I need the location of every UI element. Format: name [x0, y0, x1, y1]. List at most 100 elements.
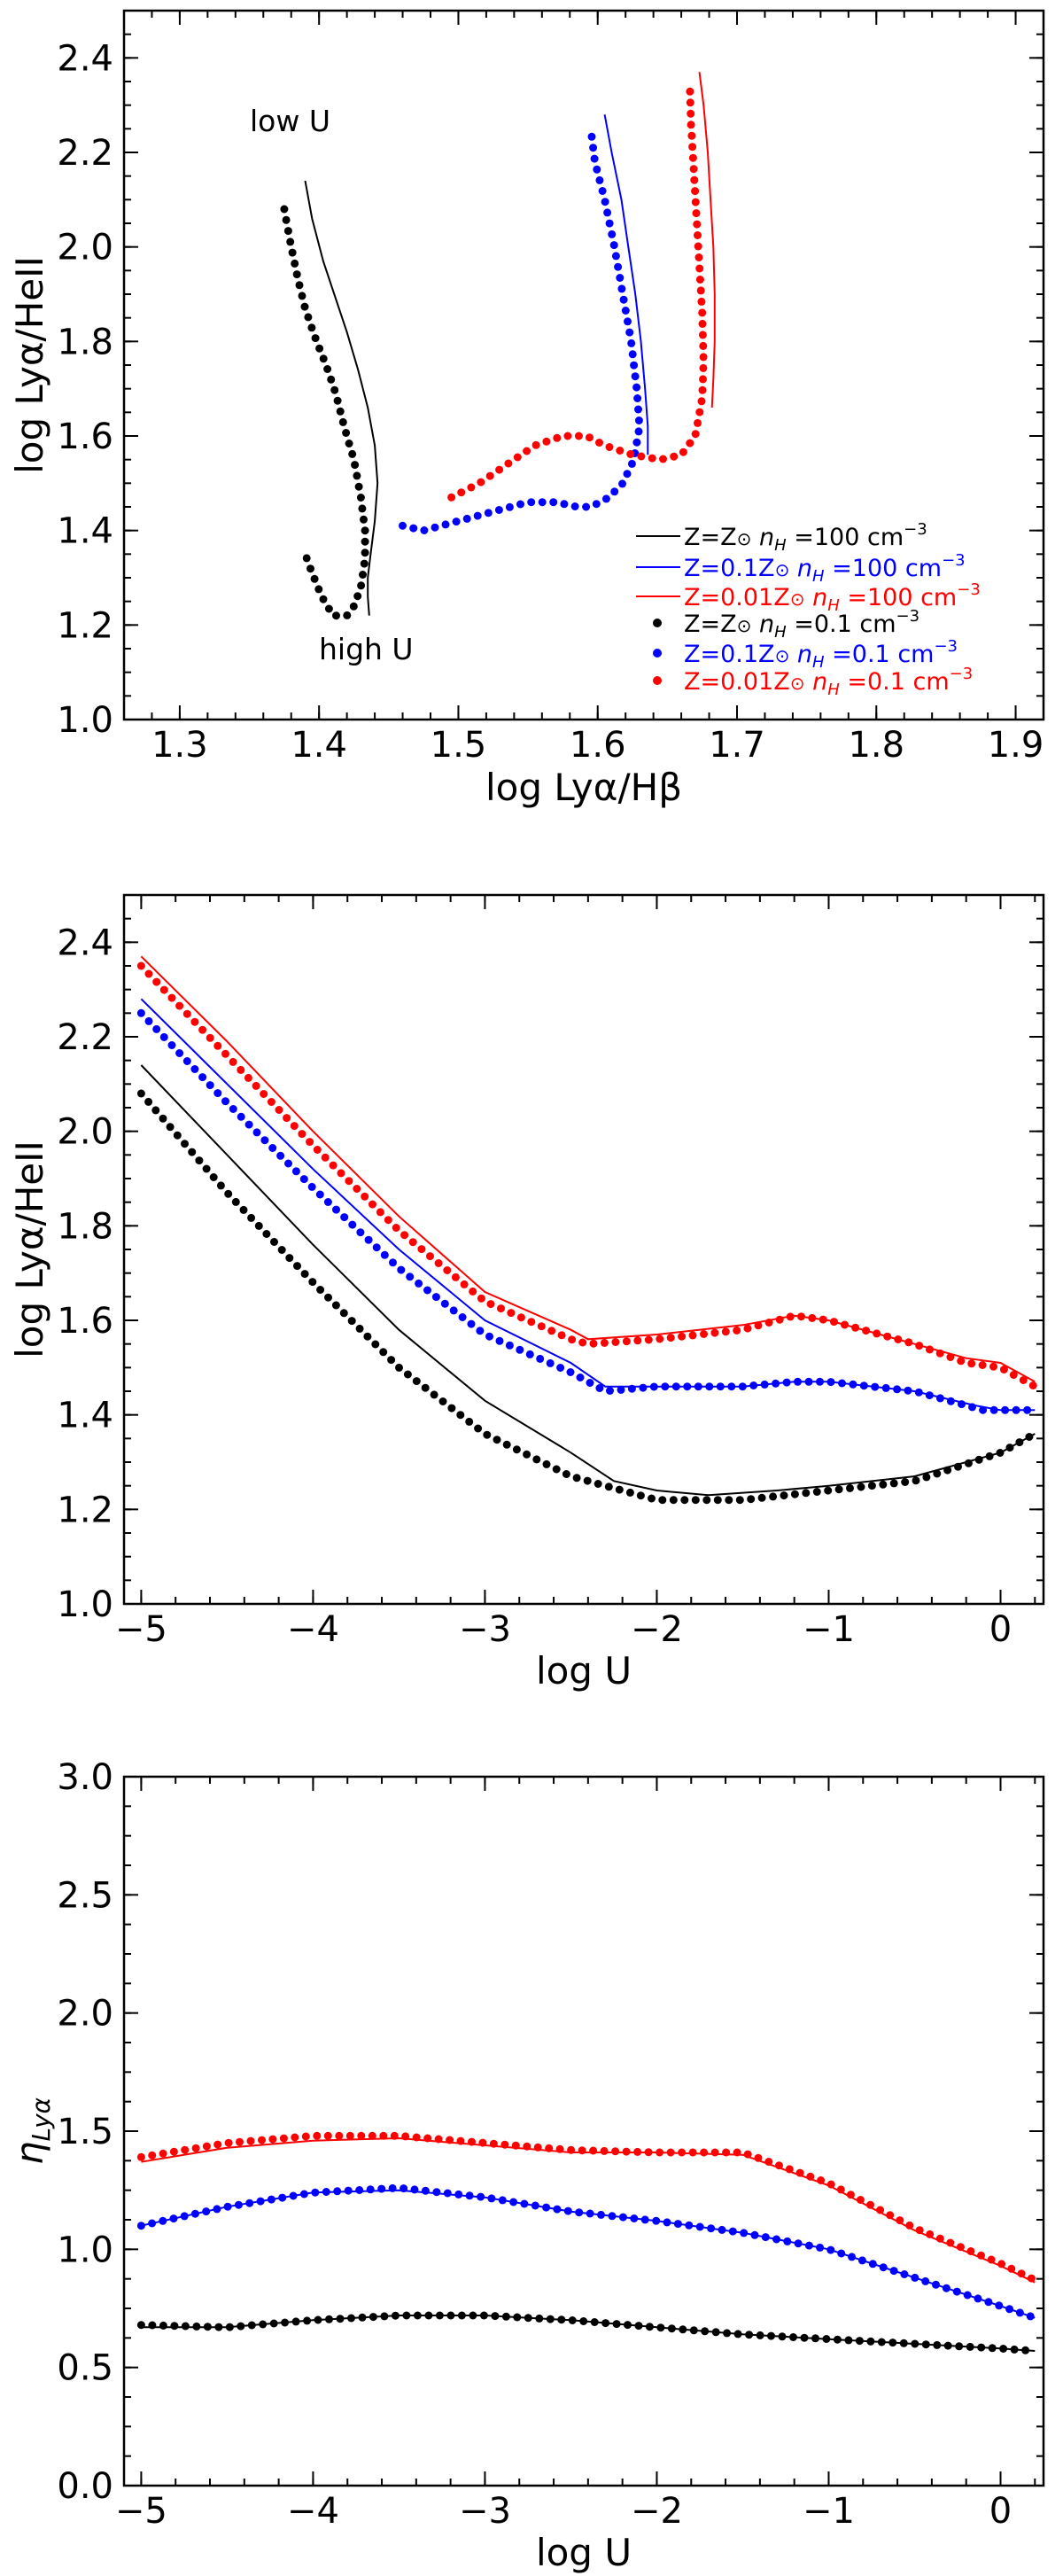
data-point	[606, 1387, 614, 1395]
data-point	[441, 520, 450, 529]
data-point	[224, 1189, 233, 1198]
data-point	[978, 1361, 987, 1369]
data-point	[772, 1379, 780, 1388]
data-point	[338, 417, 347, 426]
data-point	[311, 334, 320, 343]
series-layer	[136, 2131, 1036, 2354]
data-point	[666, 1334, 675, 1342]
data-point	[634, 2322, 643, 2331]
data-point	[412, 1377, 421, 1386]
data-point	[1010, 2345, 1019, 2354]
y-tick-label: 2.2	[57, 133, 113, 174]
data-point	[921, 2340, 930, 2349]
data-point	[695, 2222, 704, 2231]
data-point	[899, 2339, 908, 2347]
data-point	[313, 1146, 322, 1154]
data-point	[619, 295, 628, 304]
data-point	[379, 2131, 388, 2140]
data-point	[505, 502, 514, 511]
data-point	[420, 526, 429, 534]
data-point	[507, 1309, 516, 1318]
data-point	[136, 2152, 145, 2161]
data-point	[600, 1338, 609, 1347]
data-point	[590, 2318, 599, 2326]
data-point	[454, 2190, 463, 2199]
data-point	[701, 2327, 710, 2336]
x-axis-label: log U	[536, 1649, 632, 1693]
data-point	[966, 2247, 975, 2255]
data-point	[785, 2165, 794, 2174]
data-point	[293, 1262, 301, 1271]
y-tick-label: 0.5	[57, 2348, 113, 2389]
data-point	[889, 2267, 898, 2276]
data-point	[590, 154, 599, 163]
data-point	[656, 1335, 664, 1343]
data-point	[523, 1450, 532, 1459]
data-point	[148, 2321, 157, 2330]
data-point	[391, 2311, 400, 2320]
data-point	[244, 1120, 253, 1129]
data-point	[987, 2255, 996, 2264]
series-dots-s5	[136, 2183, 1035, 2321]
data-point	[698, 385, 707, 394]
data-point	[794, 2239, 803, 2248]
x-tick-label: 1.8	[848, 725, 904, 766]
data-point	[743, 1324, 752, 1333]
data-point	[426, 1252, 434, 1261]
data-point	[575, 2208, 584, 2217]
data-point	[933, 2340, 942, 2349]
data-point	[329, 1161, 338, 1170]
data-point	[316, 1286, 325, 1294]
data-point	[601, 2319, 610, 2328]
data-point	[314, 585, 323, 594]
data-point	[363, 1332, 372, 1341]
data-point	[567, 2145, 576, 2154]
data-point	[180, 2212, 189, 2221]
data-point	[395, 1363, 403, 1372]
x-tick-label: −5	[115, 1609, 167, 1650]
data-point	[361, 549, 369, 557]
data-point	[761, 2233, 770, 2242]
data-point	[357, 581, 366, 590]
data-point	[467, 1319, 476, 1328]
y-tick-label: 1.2	[57, 1490, 113, 1530]
y-tick-label: 2.0	[57, 1112, 113, 1153]
data-point	[213, 2205, 221, 2214]
data-point	[932, 2280, 940, 2289]
y-axis-label: log Lyα/HeII	[8, 256, 51, 474]
data-point	[400, 2184, 408, 2193]
data-point	[159, 2216, 167, 2225]
data-point	[304, 313, 313, 322]
data-point	[694, 231, 702, 239]
data-point	[921, 2276, 930, 2285]
data-point	[901, 1478, 910, 1486]
y-tick-label: 1.8	[57, 1206, 113, 1247]
data-point	[957, 1357, 966, 1366]
y-tick-label: 1.4	[57, 1396, 113, 1436]
x-tick-label: 0	[989, 2491, 1012, 2532]
data-point	[423, 2134, 432, 2143]
y-tick-label: 1.8	[57, 322, 113, 362]
data-point	[279, 2134, 288, 2143]
x-tick-label: −3	[459, 1609, 511, 1650]
data-point	[695, 408, 704, 416]
series-line-s3	[698, 72, 716, 409]
data-point	[431, 523, 439, 532]
data-point	[968, 1403, 976, 1412]
y-tick-label: 1.5	[57, 2112, 113, 2152]
tick-labels: −5 −4 −3 −2 −1 0 0.0 0.5 1.0 1.5 2.0 2.5 3.0	[57, 1757, 1012, 2532]
data-point	[467, 483, 476, 492]
data-point	[377, 2184, 386, 2193]
data-point	[1009, 1371, 1018, 1379]
legend: Z=Z⊙ nH =100 cm−3 Z=0.1Z⊙ nH =100 cm−3 Z…	[636, 520, 981, 699]
data-point	[893, 1385, 902, 1394]
data-point	[148, 2219, 157, 2228]
data-point	[542, 2203, 551, 2212]
data-point	[443, 2189, 452, 2198]
data-point	[942, 2284, 950, 2292]
data-point	[995, 2301, 1004, 2310]
data-point	[237, 1112, 245, 1121]
data-point	[600, 2146, 609, 2155]
data-point	[462, 514, 471, 523]
data-point	[804, 2241, 813, 2250]
